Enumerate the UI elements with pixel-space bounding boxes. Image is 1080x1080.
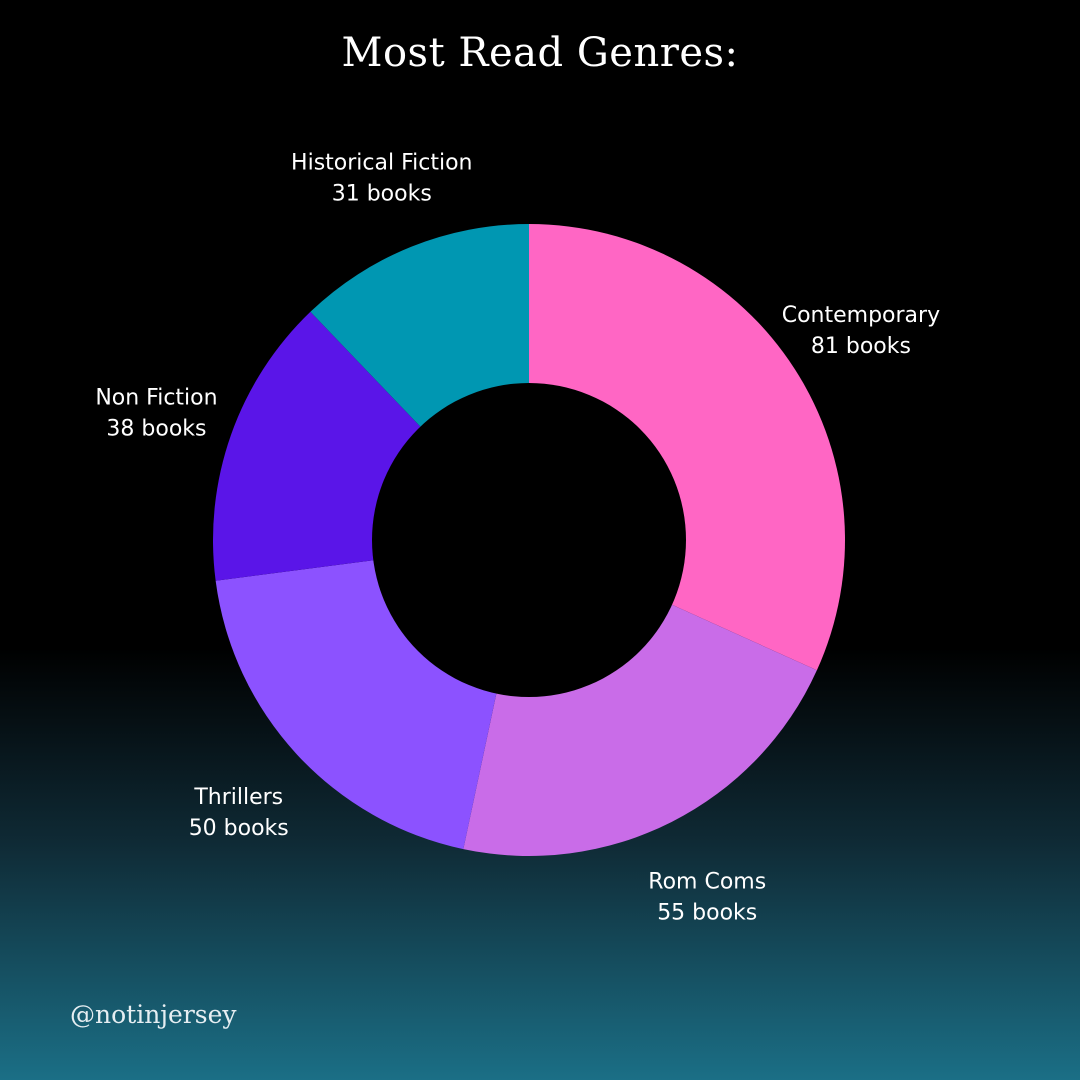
donut-hole <box>372 383 686 697</box>
chart-title: Most Read Genres: <box>341 30 739 76</box>
slice-label-contemporary: Contemporary <box>782 303 940 328</box>
slice-labels: Contemporary 81 books Rom Coms 55 books Thri… <box>95 150 940 925</box>
slice-label-non-fiction: Non Fiction <box>95 386 217 411</box>
slice-label-historical-fiction: Historical Fiction <box>291 150 472 175</box>
slice-value-thrillers: 50 books <box>189 816 289 841</box>
slice-label-rom-coms: Rom Coms <box>648 869 766 894</box>
slice-label-thrillers: Thrillers <box>193 785 283 810</box>
slice-value-rom-coms: 55 books <box>657 900 757 925</box>
slice-value-non-fiction: 38 books <box>106 417 206 442</box>
author-handle: @notinjersey <box>70 1000 237 1029</box>
slice-value-historical-fiction: 31 books <box>332 181 432 206</box>
slice-value-contemporary: 81 books <box>811 334 911 359</box>
